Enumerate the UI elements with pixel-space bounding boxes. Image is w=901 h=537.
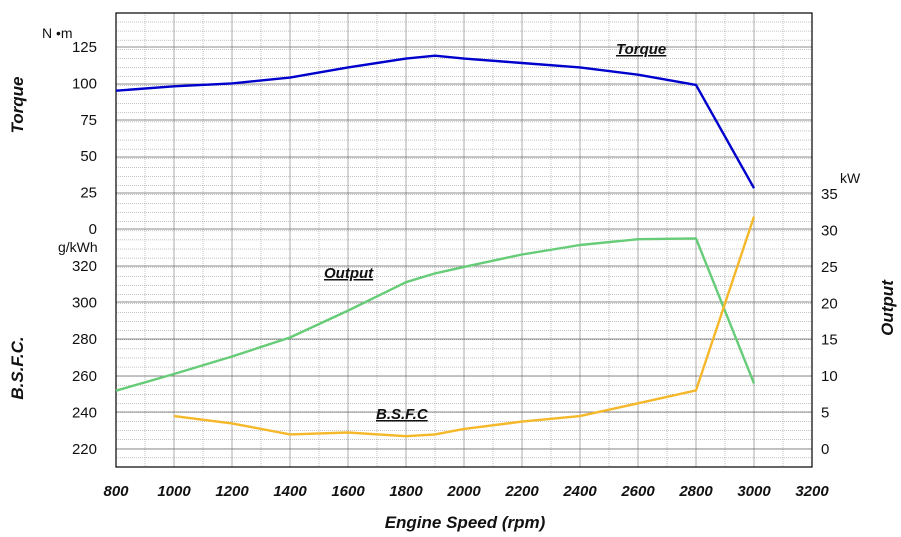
chart-grid bbox=[116, 13, 812, 468]
plot-area-border bbox=[115, 12, 813, 468]
bsfc-axis-title: B.S.F.C. bbox=[8, 336, 27, 399]
x-tick-label: 1600 bbox=[331, 483, 365, 500]
x-tick-label: 2000 bbox=[446, 483, 481, 500]
torque-series-label: Torque bbox=[616, 41, 666, 58]
output-tick-label: 10 bbox=[821, 368, 838, 385]
torque-tick-label: 75 bbox=[80, 112, 97, 129]
output-tick-label: 25 bbox=[821, 259, 838, 276]
bsfc-tick-label: 280 bbox=[72, 331, 97, 348]
output-series-line bbox=[115, 237, 756, 392]
x-tick-label: 2200 bbox=[504, 483, 539, 500]
bsfc-tick-label: 220 bbox=[72, 441, 97, 458]
output-tick-label: 30 bbox=[821, 222, 838, 239]
output-tick-label: 15 bbox=[821, 332, 838, 349]
x-tick-label: 1000 bbox=[157, 483, 191, 500]
torque-axis-title: Torque bbox=[8, 77, 27, 134]
torque-tick-label: 0 bbox=[89, 221, 97, 238]
bsfc-series-line bbox=[173, 216, 756, 438]
output-tick-label: 20 bbox=[821, 295, 838, 312]
bsfc-unit: g/kWh bbox=[58, 239, 98, 255]
x-tick-label: 1800 bbox=[389, 483, 423, 500]
torque-tick-label: 50 bbox=[80, 148, 97, 165]
x-tick-label: 1400 bbox=[273, 483, 307, 500]
torque-tick-label: 100 bbox=[72, 75, 97, 92]
x-tick-label: 3200 bbox=[795, 483, 829, 500]
series-lines bbox=[115, 54, 756, 438]
output-tick-label: 5 bbox=[821, 405, 829, 422]
bsfc-tick-label: 300 bbox=[72, 295, 97, 312]
output-tick-label: 0 bbox=[821, 441, 829, 458]
x-axis-ticks: 800 1000 1200 1400 1600 1800 2000 2200 2400 2600 2… bbox=[103, 483, 829, 500]
x-tick-label: 3000 bbox=[737, 483, 771, 500]
bsfc-tick-label: 260 bbox=[72, 368, 97, 385]
x-tick-label: 800 bbox=[103, 483, 129, 500]
torque-tick-label: 125 bbox=[72, 39, 97, 56]
output-axis-title: Output bbox=[878, 279, 897, 336]
x-axis-title: Engine Speed (rpm) bbox=[385, 513, 546, 532]
output-series-label: Output bbox=[324, 265, 374, 282]
output-unit: kW bbox=[840, 170, 861, 186]
bsfc-tick-label: 320 bbox=[72, 258, 97, 275]
bsfc-series-label: B.S.F.C bbox=[376, 406, 429, 423]
left-axis-ticks: 0 25 50 75 100 125 220 240 260 280 300 320 bbox=[72, 39, 97, 458]
x-tick-label: 2600 bbox=[620, 483, 655, 500]
torque-series-line bbox=[115, 54, 756, 189]
x-tick-label: 2800 bbox=[678, 483, 713, 500]
torque-unit: N •m bbox=[42, 25, 73, 41]
x-tick-label: 1200 bbox=[215, 483, 249, 500]
output-tick-label: 35 bbox=[821, 186, 838, 203]
torque-tick-label: 25 bbox=[80, 185, 97, 202]
x-tick-label: 2400 bbox=[562, 483, 597, 500]
bsfc-tick-label: 240 bbox=[72, 404, 97, 421]
right-axis-ticks: 0 5 10 15 20 25 30 35 bbox=[821, 186, 838, 458]
